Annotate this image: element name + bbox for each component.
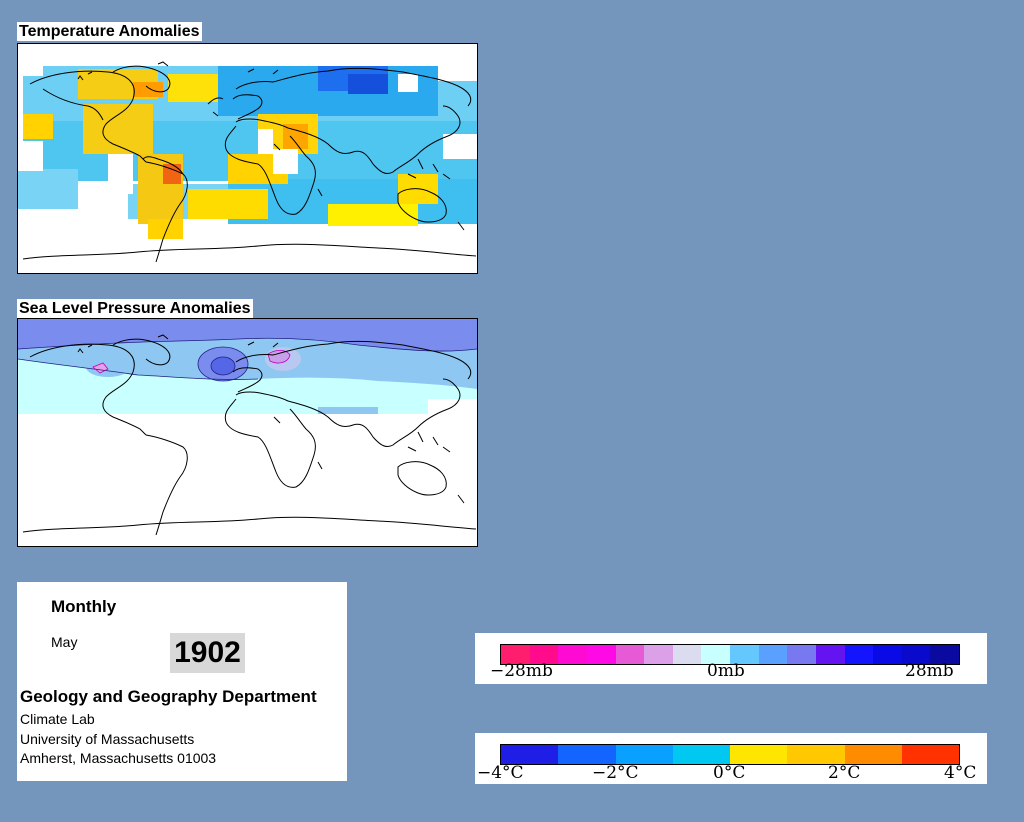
pressure-min-label: −28mb xyxy=(490,661,553,681)
temperature-map-title: Temperature Anomalies xyxy=(17,22,202,41)
temperature-legend: −4°C −2°C 0°C 2°C 4°C xyxy=(475,733,987,784)
pressure-zero-label: 0mb xyxy=(707,661,745,681)
temperature-color-swatch xyxy=(501,745,559,764)
temperature-plus4-label: 4°C xyxy=(944,763,977,783)
pressure-legend: −28mb 0mb 28mb xyxy=(475,633,987,684)
address-label: Amherst, Massachusetts 01003 xyxy=(20,750,217,766)
pressure-color-swatch xyxy=(558,645,587,664)
lab-label: Climate Lab xyxy=(20,711,95,727)
pressure-color-swatch xyxy=(615,645,645,664)
pressure-color-swatch xyxy=(815,645,845,664)
pressure-anomaly-map xyxy=(17,318,478,547)
temperature-anomaly-map xyxy=(17,43,478,274)
temperature-zero-label: 0°C xyxy=(713,763,746,783)
temperature-coastlines xyxy=(22,61,477,263)
pressure-color-swatch xyxy=(787,645,816,664)
temperature-color-bar xyxy=(500,744,960,765)
temperature-plus2-label: 2°C xyxy=(828,763,861,783)
temperature-color-swatch xyxy=(844,745,902,764)
pressure-color-swatch xyxy=(930,645,959,664)
pressure-color-swatch xyxy=(901,645,931,664)
pressure-color-swatch xyxy=(644,645,673,664)
pressure-color-swatch xyxy=(672,645,702,664)
pressure-color-swatch xyxy=(873,645,902,664)
pressure-color-swatch xyxy=(529,645,559,664)
temperature-minus4-label: −4°C xyxy=(477,763,524,783)
pressure-map-title: Sea Level Pressure Anomalies xyxy=(17,299,253,318)
temperature-color-swatch xyxy=(615,745,673,764)
temperature-color-swatch xyxy=(730,745,788,764)
pressure-color-swatch xyxy=(758,645,788,664)
pressure-color-swatch xyxy=(586,645,616,664)
year-display: 1902 xyxy=(170,633,245,673)
temperature-color-swatch xyxy=(672,745,730,764)
pressure-coastlines xyxy=(22,334,477,536)
pressure-max-label: 28mb xyxy=(905,661,954,681)
temperature-color-swatch xyxy=(787,745,845,764)
pressure-color-swatch xyxy=(730,645,759,664)
temperature-minus2-label: −2°C xyxy=(592,763,639,783)
info-panel: Monthly May 1902 Geology and Geography D… xyxy=(17,582,347,781)
pressure-color-swatch xyxy=(844,645,874,664)
temperature-color-swatch xyxy=(558,745,616,764)
university-label: University of Massachusetts xyxy=(20,731,195,747)
period-label: Monthly xyxy=(51,597,117,616)
pressure-color-swatch xyxy=(701,645,730,664)
temperature-color-swatch xyxy=(901,745,959,764)
department-label: Geology and Geography Department xyxy=(20,687,317,706)
pressure-color-bar xyxy=(500,644,960,665)
month-label: May xyxy=(51,634,78,650)
pressure-color-swatch xyxy=(501,645,530,664)
